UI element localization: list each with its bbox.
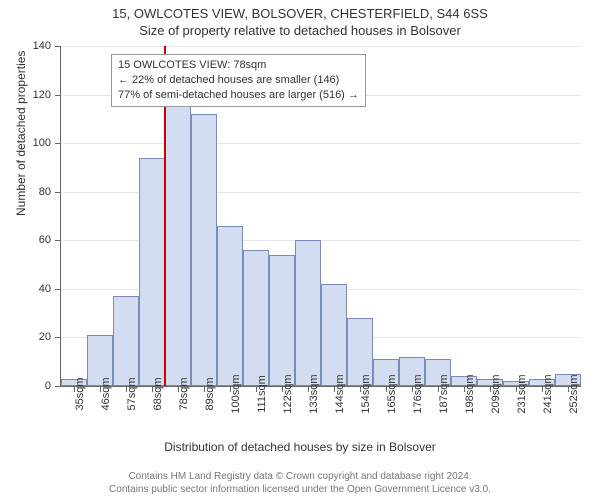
x-tick-label: 176sqm	[412, 374, 424, 413]
annotation-line1: 15 OWLCOTES VIEW: 78sqm	[118, 58, 359, 73]
y-tick-label: 140	[33, 40, 51, 52]
histogram-bar	[321, 284, 347, 386]
footnote-line2: Contains public sector information licen…	[0, 484, 600, 497]
y-tick-label: 100	[33, 137, 51, 149]
x-tick-label: 89sqm	[204, 377, 216, 410]
x-tick-label: 78sqm	[178, 377, 190, 410]
x-tick-label: 57sqm	[126, 377, 138, 410]
footnote-line1: Contains HM Land Registry data © Crown c…	[0, 471, 600, 484]
annotation-line2: ← 22% of detached houses are smaller (14…	[118, 73, 359, 88]
footnote: Contains HM Land Registry data © Crown c…	[0, 471, 600, 496]
y-tick-label: 0	[45, 380, 51, 392]
y-tick	[55, 143, 60, 144]
x-tick-label: 35sqm	[74, 377, 86, 410]
chart-container: 15, OWLCOTES VIEW, BOLSOVER, CHESTERFIEL…	[0, 0, 600, 500]
x-tick-label: 122sqm	[282, 374, 294, 413]
annotation-line3: 77% of semi-detached houses are larger (…	[118, 88, 359, 103]
annotation-box: 15 OWLCOTES VIEW: 78sqm← 22% of detached…	[111, 54, 366, 107]
y-tick	[55, 95, 60, 96]
y-tick-label: 40	[39, 283, 51, 295]
y-tick	[55, 289, 60, 290]
y-tick	[55, 46, 60, 47]
histogram-bar	[191, 114, 217, 386]
chart-plot-area: 02040608010012014035sqm46sqm57sqm68sqm78…	[60, 46, 581, 387]
histogram-bar	[113, 296, 139, 386]
x-tick-label: 165sqm	[386, 374, 398, 413]
x-tick-label: 111sqm	[256, 375, 268, 413]
y-tick	[55, 337, 60, 338]
x-tick-label: 209sqm	[490, 374, 502, 413]
y-tick-label: 120	[33, 89, 51, 101]
x-tick-label: 133sqm	[308, 374, 320, 413]
gridline	[61, 143, 581, 144]
x-tick-label: 46sqm	[100, 377, 112, 410]
y-tick	[55, 192, 60, 193]
x-tick-label: 154sqm	[360, 374, 372, 413]
x-tick-label: 187sqm	[438, 374, 450, 413]
x-axis-label: Distribution of detached houses by size …	[0, 440, 600, 454]
x-tick-label: 68sqm	[152, 377, 164, 410]
x-tick-label: 144sqm	[334, 374, 346, 413]
y-tick-label: 60	[39, 234, 51, 246]
histogram-bar	[165, 99, 191, 386]
histogram-bar	[243, 250, 269, 386]
chart-title-address: 15, OWLCOTES VIEW, BOLSOVER, CHESTERFIEL…	[0, 0, 600, 21]
histogram-bar	[269, 255, 295, 386]
y-tick-label: 20	[39, 331, 51, 343]
histogram-bar	[295, 240, 321, 386]
histogram-bar	[139, 158, 165, 386]
y-tick-label: 80	[39, 186, 51, 198]
y-tick	[55, 240, 60, 241]
y-axis-label: Number of detached properties	[14, 51, 28, 216]
y-tick	[55, 386, 60, 387]
x-tick-label: 198sqm	[464, 374, 476, 413]
histogram-bar	[217, 226, 243, 386]
x-tick-label: 231sqm	[516, 374, 528, 413]
x-tick-label: 252sqm	[568, 374, 580, 413]
x-tick-label: 100sqm	[230, 374, 242, 413]
x-tick-label: 241sqm	[542, 374, 554, 413]
chart-title-subtitle: Size of property relative to detached ho…	[0, 21, 600, 38]
gridline	[61, 46, 581, 47]
